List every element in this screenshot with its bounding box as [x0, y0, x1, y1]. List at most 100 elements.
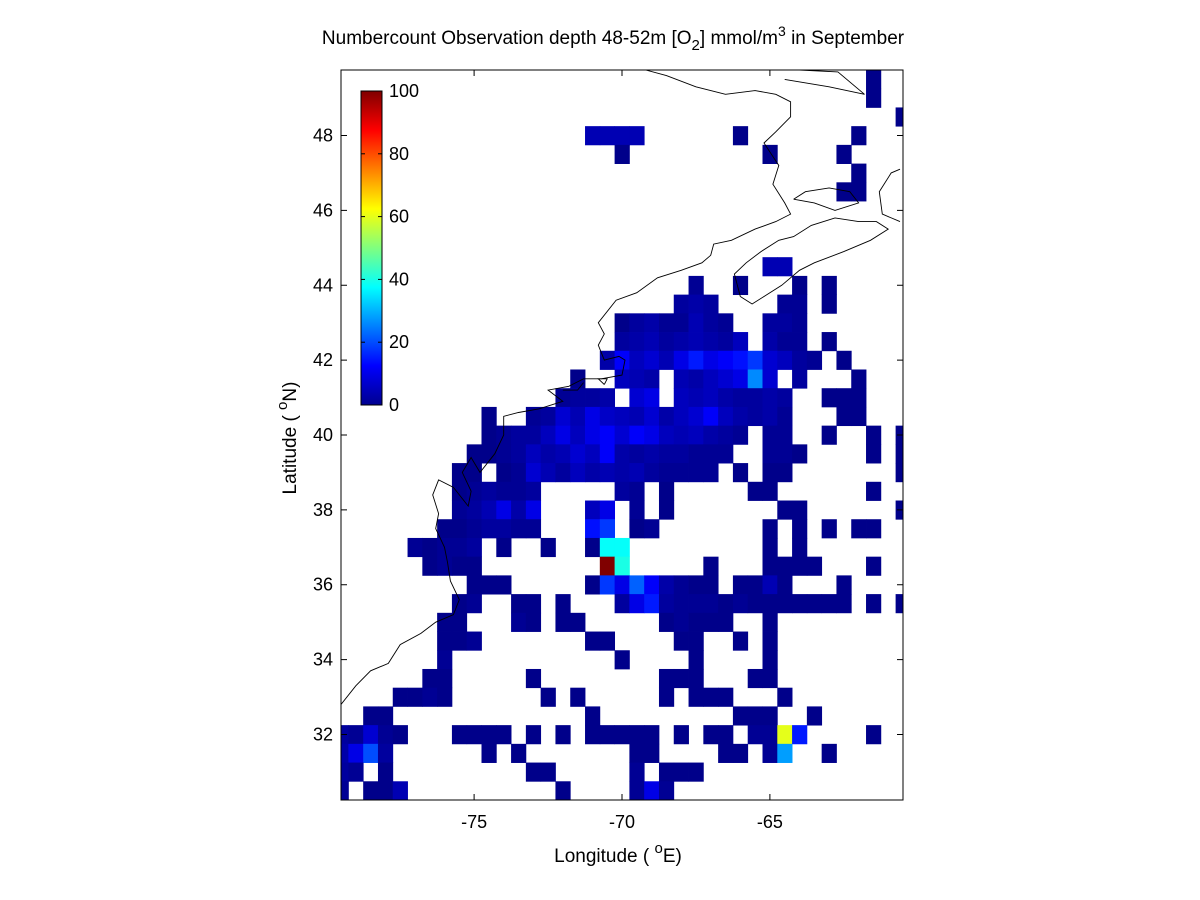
heatmap-cell: [703, 725, 719, 745]
heatmap-cell: [792, 444, 808, 464]
heatmap-cell: [437, 519, 453, 539]
colorbar-tick-label: 20: [389, 332, 409, 352]
heatmap-cell: [511, 612, 527, 632]
heatmap-cell: [466, 556, 482, 576]
heatmap-cell: [363, 781, 379, 800]
heatmap-cell: [407, 687, 423, 707]
heatmap-cell: [348, 743, 364, 763]
heatmap-cell: [762, 481, 778, 501]
heatmap-cell: [585, 537, 601, 558]
heatmap-cell: [437, 650, 453, 670]
y-tick-label: 48: [313, 126, 333, 146]
heatmap-cell: [555, 406, 571, 427]
heatmap-cell: [762, 537, 778, 558]
heatmap-cell: [866, 425, 882, 445]
heatmap-cell: [644, 594, 660, 614]
heatmap-cell: [895, 463, 903, 483]
heatmap-cell: [866, 725, 882, 745]
heatmap-cell: [525, 668, 542, 689]
heatmap-cell: [732, 332, 749, 352]
heatmap-cell: [718, 369, 734, 389]
heatmap-cell: [511, 444, 527, 464]
heatmap-cell: [658, 762, 675, 782]
heatmap-cell: [762, 425, 778, 445]
heatmap-cell: [673, 612, 689, 632]
heatmap-cell: [718, 350, 734, 370]
heatmap-cell: [806, 350, 823, 370]
heatmap-cell: [718, 612, 734, 632]
heatmap-cell: [629, 350, 645, 370]
heatmap-cell: [451, 556, 468, 576]
heatmap-cell: [836, 182, 852, 202]
heatmap-cell: [437, 556, 453, 576]
heatmap-cell: [629, 575, 645, 595]
heatmap-cell: [570, 612, 586, 632]
heatmap-cell: [585, 575, 601, 595]
heatmap-cell: [747, 594, 763, 614]
heatmap-cell: [688, 294, 704, 314]
heatmap-cell: [836, 350, 852, 370]
heatmap-cell: [585, 425, 601, 445]
heatmap-cell: [599, 519, 616, 539]
heatmap-cell: [732, 425, 749, 445]
heatmap-cell: [363, 706, 379, 726]
heatmap-cell: [658, 406, 675, 427]
heatmap-cell: [747, 575, 763, 595]
heatmap-cell: [466, 725, 482, 745]
heatmap-cell: [747, 350, 763, 370]
heatmap-cell: [777, 444, 793, 464]
heatmap-cell: [718, 388, 734, 408]
x-axis-ticks: -75 -70 -65: [461, 70, 783, 832]
heatmap-cell: [629, 332, 645, 352]
heatmap-cell: [629, 463, 645, 483]
heatmap-cell: [525, 481, 542, 501]
coastline-path: [562, 382, 584, 391]
heatmap-cell: [673, 350, 689, 370]
heatmap-cell: [525, 425, 542, 445]
heatmap-cell: [851, 369, 867, 389]
heatmap-cell: [688, 350, 704, 370]
heatmap-cell: [777, 500, 793, 520]
y-tick-label: 38: [313, 500, 333, 520]
y-tick-label: 40: [313, 425, 333, 445]
heatmap-cell: [481, 519, 497, 539]
heatmap-cell: [644, 725, 660, 745]
heatmap-cell: [732, 275, 749, 296]
heatmap-cell: [658, 781, 675, 800]
colorbar-tick-label: 40: [389, 269, 409, 289]
heatmap-cell: [658, 668, 675, 689]
heatmap-cell: [341, 781, 349, 800]
heatmap-cell: [821, 594, 837, 614]
heatmap-cell: [585, 631, 601, 651]
heatmap-cell: [866, 70, 882, 90]
heatmap-cell: [851, 126, 867, 146]
heatmap-cell: [599, 537, 616, 558]
heatmap-cell: [821, 519, 837, 539]
heatmap-cell: [644, 388, 660, 408]
heatmap-cell: [599, 575, 616, 595]
y-tick-label: 36: [313, 575, 333, 595]
y-tick-label: 42: [313, 350, 333, 370]
heatmap-cell: [570, 406, 586, 427]
heatmap-cell: [614, 594, 630, 614]
heatmap-cell: [422, 687, 438, 707]
colorbar-tick-label: 100: [389, 81, 419, 101]
heatmap-cell: [688, 612, 704, 632]
heatmap-cell: [673, 725, 689, 745]
heatmap-cell: [644, 575, 660, 595]
heatmap-cell: [629, 594, 645, 614]
heatmap-cell: [341, 743, 349, 763]
heatmap-cell: [777, 257, 793, 277]
heatmap-cell: [614, 444, 630, 464]
heatmap-cell: [821, 388, 837, 408]
heatmap-cell: [762, 706, 778, 726]
heatmap-cell: [762, 406, 778, 427]
heatmap-cell: [599, 406, 616, 427]
heatmap-cell: [451, 594, 468, 614]
heatmap-cell: [599, 444, 616, 464]
heatmap-cell: [673, 313, 689, 333]
heatmap-cell: [466, 519, 482, 539]
heatmap-cell: [481, 425, 497, 445]
heatmap-cell: [777, 687, 793, 707]
heatmap-cell: [762, 388, 778, 408]
